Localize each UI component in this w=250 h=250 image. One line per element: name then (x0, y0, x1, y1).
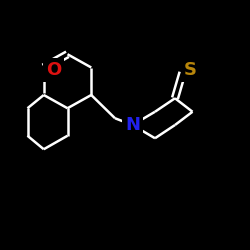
Text: S: S (184, 61, 196, 79)
Text: N: N (125, 116, 140, 134)
Text: O: O (46, 61, 62, 79)
